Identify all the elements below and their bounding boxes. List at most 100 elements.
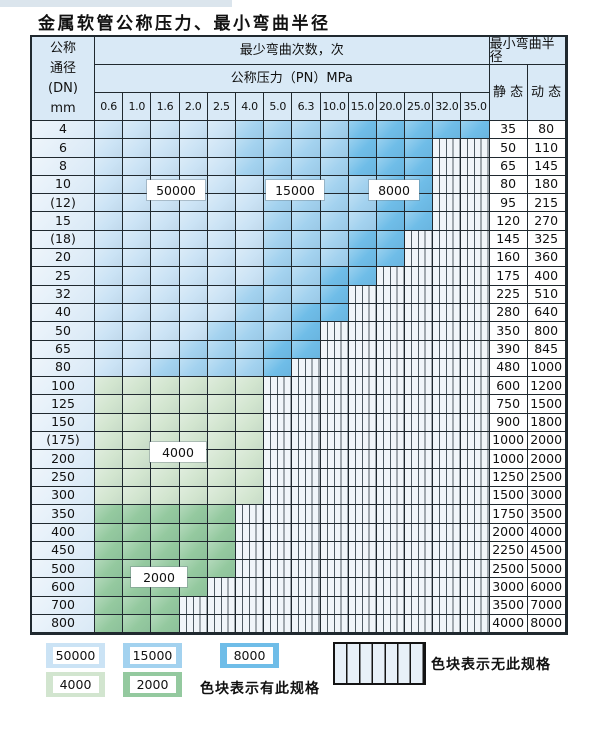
dn-cell: 800 [32, 615, 95, 634]
no-spec-cell [433, 432, 462, 451]
static-radius-cell: 350 [489, 322, 528, 341]
spec-cell [292, 267, 321, 286]
spec-cell [405, 157, 434, 176]
no-spec-cell [292, 486, 321, 506]
no-spec-cell [461, 615, 490, 634]
no-spec-cell [461, 578, 490, 597]
dynamic-radius-cell: 640 [527, 303, 566, 323]
min-bend-radius-header: 最小弯曲半径 [489, 37, 566, 65]
dynamic-column-header: 动 态 [527, 65, 566, 121]
no-spec-cell [292, 541, 321, 561]
no-spec-cell [461, 157, 490, 176]
no-spec-cell [461, 596, 490, 616]
spec-cell [123, 432, 152, 451]
spec-cell [123, 230, 152, 250]
no-spec-cell [376, 523, 406, 542]
no-spec-cell [320, 578, 349, 597]
spec-cell [264, 249, 293, 268]
no-spec-cell [433, 395, 462, 414]
pressure-value-header: 1.0 [123, 93, 152, 121]
spec-cell [151, 486, 180, 506]
spec-cell [207, 139, 236, 158]
spec-cell [292, 212, 321, 231]
no-spec-cell [348, 560, 377, 579]
spec-cell [292, 340, 321, 359]
dynamic-radius-cell: 845 [527, 340, 566, 359]
spec-cell [95, 450, 124, 469]
spec-cell [179, 523, 208, 542]
spec-cell [376, 230, 406, 250]
spec-cell [235, 249, 265, 268]
spec-cell [151, 615, 180, 634]
spec-cell [235, 358, 265, 378]
dynamic-radius-cell: 1500 [527, 395, 566, 414]
dynamic-radius-cell: 1000 [527, 358, 566, 378]
no-spec-cell [320, 560, 349, 579]
no-spec-cell [461, 285, 490, 304]
spec-cell [151, 395, 180, 414]
pressure-value-header: 5.0 [264, 93, 293, 121]
spec-cell [320, 194, 349, 213]
spec-cell [207, 560, 236, 579]
no-spec-cell [405, 615, 434, 634]
no-spec-cell [376, 377, 406, 396]
spec-cell [95, 505, 124, 524]
static-radius-cell: 3500 [489, 596, 528, 616]
spec-cell [292, 303, 321, 323]
no-spec-cell [461, 212, 490, 231]
legend-chip-15000: 15000 [123, 643, 182, 668]
static-radius-cell: 4000 [489, 615, 528, 634]
no-spec-cell [376, 560, 406, 579]
spec-cell [207, 395, 236, 414]
no-spec-cell [264, 505, 293, 524]
no-spec-cell [320, 395, 349, 414]
region-label-4000: 4000 [150, 442, 206, 462]
dynamic-radius-cell: 360 [527, 249, 566, 268]
no-spec-cell [461, 175, 490, 195]
spec-cell [235, 267, 265, 286]
spec-cell [292, 230, 321, 250]
no-spec-cell [376, 322, 406, 341]
spec-cell [207, 285, 236, 304]
no-spec-cell [348, 615, 377, 634]
legend-no-spec-text: 色块表示无此规格 [431, 657, 551, 673]
region-label-50000: 50000 [147, 180, 205, 200]
region-label-8000: 8000 [369, 180, 419, 200]
spec-cell [123, 121, 152, 140]
spec-cell [123, 340, 152, 359]
spec-cell [151, 468, 180, 487]
spec-cell [264, 285, 293, 304]
no-spec-cell [433, 486, 462, 506]
spec-cell [320, 175, 349, 195]
spec-cell [320, 285, 349, 304]
spec-cell [123, 358, 152, 378]
no-spec-cell [433, 413, 462, 433]
dynamic-radius-cell: 400 [527, 267, 566, 286]
no-spec-cell [264, 486, 293, 506]
no-spec-cell [376, 395, 406, 414]
dn-cell: 25 [32, 267, 95, 286]
no-spec-cell [292, 358, 321, 378]
no-spec-cell [376, 358, 406, 378]
spec-cell [207, 157, 236, 176]
spec-cell [264, 303, 293, 323]
no-spec-cell [264, 578, 293, 597]
spec-cell [179, 157, 208, 176]
spec-cell [235, 395, 265, 414]
no-spec-cell [461, 267, 490, 286]
pressure-value-header: 1.6 [151, 93, 180, 121]
spec-cell [292, 285, 321, 304]
spec-cell [151, 267, 180, 286]
legend-chip-label: 15000 [129, 647, 176, 664]
spec-cell [95, 340, 124, 359]
top-strip [0, 0, 232, 7]
spec-cell [95, 541, 124, 561]
static-radius-cell: 160 [489, 249, 528, 268]
dynamic-radius-cell: 4000 [527, 523, 566, 542]
no-spec-cell [433, 285, 462, 304]
spec-cell [123, 212, 152, 231]
no-spec-cell [433, 139, 462, 158]
spec-cell [123, 194, 152, 213]
spec-cell [207, 413, 236, 433]
spec-cell [151, 541, 180, 561]
